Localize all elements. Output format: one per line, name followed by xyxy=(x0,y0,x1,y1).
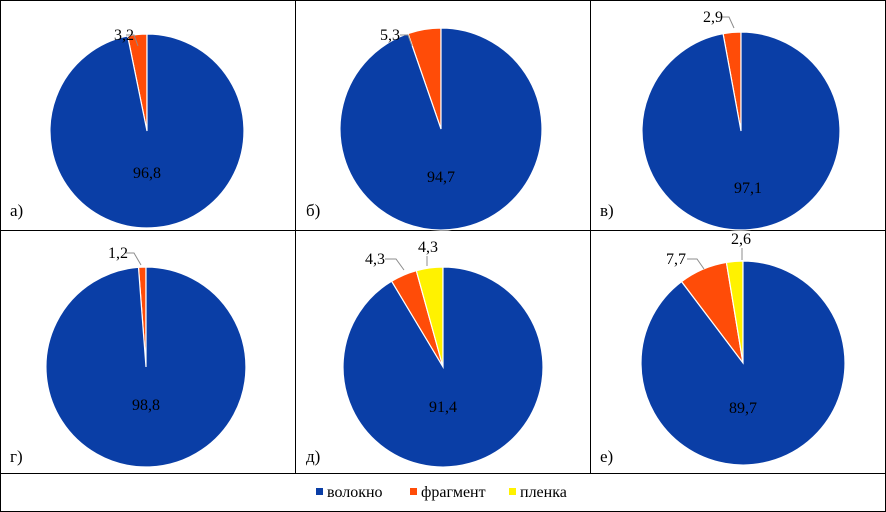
value-label-фрагмент: 4,3 xyxy=(365,251,385,268)
value-label-фрагмент: 3,2 xyxy=(114,27,134,44)
value-label-фрагмент: 7,7 xyxy=(666,251,686,268)
panel-label: г) xyxy=(10,447,23,466)
panel-label: б) xyxy=(306,201,320,220)
legend-item-фрагмент: фрагмент xyxy=(410,484,486,501)
legend-swatch xyxy=(509,488,516,495)
value-label-волокно: 98,8 xyxy=(132,397,160,414)
pie-panel-1: 96,8 3,2 а) xyxy=(10,27,245,229)
value-label-фрагмент: 1,2 xyxy=(108,245,128,262)
slice-волокно xyxy=(641,31,841,231)
value-label-фрагмент: 5,3 xyxy=(380,27,400,44)
value-label-пленка: 2,6 xyxy=(731,231,751,248)
legend-item-волокно: волокно xyxy=(316,484,383,501)
legend-label: пленка xyxy=(520,484,567,501)
slice-волокно xyxy=(640,260,846,466)
pie-panel-6: 89,7 7,7 2,6 е) xyxy=(600,231,846,466)
pie-panel-3: 97,1 2,9 в) xyxy=(600,9,841,231)
slice-волокно xyxy=(339,27,543,231)
leader-line-фрагмент xyxy=(721,16,735,29)
legend-swatch xyxy=(410,488,417,495)
slice-волокно xyxy=(342,266,544,468)
leader-line-фрагмент xyxy=(385,258,405,271)
legend-swatch xyxy=(316,488,323,495)
slice-волокно xyxy=(45,266,247,468)
panel-label: а) xyxy=(10,201,23,220)
panel-label: в) xyxy=(600,201,614,220)
slice-волокно xyxy=(49,33,245,229)
panel-label: е) xyxy=(600,447,613,466)
value-label-волокно: 89,7 xyxy=(729,400,757,417)
pie-panel-2: 94,7 5,3 б) xyxy=(306,27,543,231)
leader-line-фрагмент xyxy=(687,258,705,270)
panels: 96,8 3,2 а) 94,7 5,3 б) 97,1 2,9 в) 98,8 1,2 г) 91,4… xyxy=(10,9,846,468)
legend: волокно фрагмент пленка xyxy=(316,484,567,501)
value-label-пленка: 4,3 xyxy=(418,239,438,256)
pie-panel-5: 91,4 4,3 4,3 д) xyxy=(306,239,544,468)
legend-label: фрагмент xyxy=(421,484,486,501)
legend-label: волокно xyxy=(327,484,383,501)
legend-item-пленка: пленка xyxy=(509,484,567,501)
panel-label: д) xyxy=(306,447,320,466)
value-label-волокно: 97,1 xyxy=(734,180,762,197)
value-label-волокно: 91,4 xyxy=(429,399,457,416)
leader-line-фрагмент xyxy=(126,34,139,47)
pie-panel-4: 98,8 1,2 г) xyxy=(10,245,247,468)
value-label-волокно: 94,7 xyxy=(427,169,455,186)
leader-line-фрагмент xyxy=(126,252,142,266)
value-label-волокно: 96,8 xyxy=(133,165,161,182)
value-label-фрагмент: 2,9 xyxy=(703,9,723,26)
leader-line-фрагмент xyxy=(400,34,413,47)
